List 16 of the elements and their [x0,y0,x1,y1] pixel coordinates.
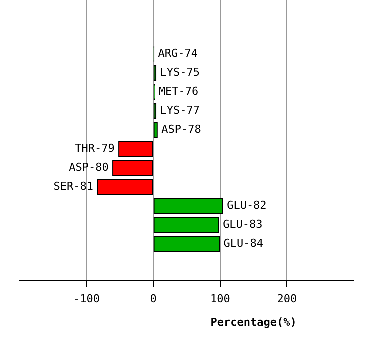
y-tick-label: LYS-77 [160,104,200,118]
y-tick-label: GLU-83 [223,218,263,232]
y-tick-label: ASP-80 [69,161,109,174]
y-tick-label: MET-76 [158,85,199,98]
x-axis-title: Percentage(%) [210,316,297,329]
y-tick-label: SER-81 [54,180,94,194]
x-tick-label: 100 [210,292,230,306]
x-tick-label: -100 [74,292,100,306]
y-tick-label: GLU-82 [227,199,267,212]
y-tick-label: ASP-78 [162,123,202,136]
y-tick-label: THR-79 [75,142,115,156]
y-tick-label: LYS-75 [160,66,200,80]
x-tick-label: 0 [150,292,157,306]
x-tick-label: 200 [277,292,298,306]
y-tick-label: GLU-84 [224,237,264,250]
y-tick-label: ARG-74 [158,47,198,60]
